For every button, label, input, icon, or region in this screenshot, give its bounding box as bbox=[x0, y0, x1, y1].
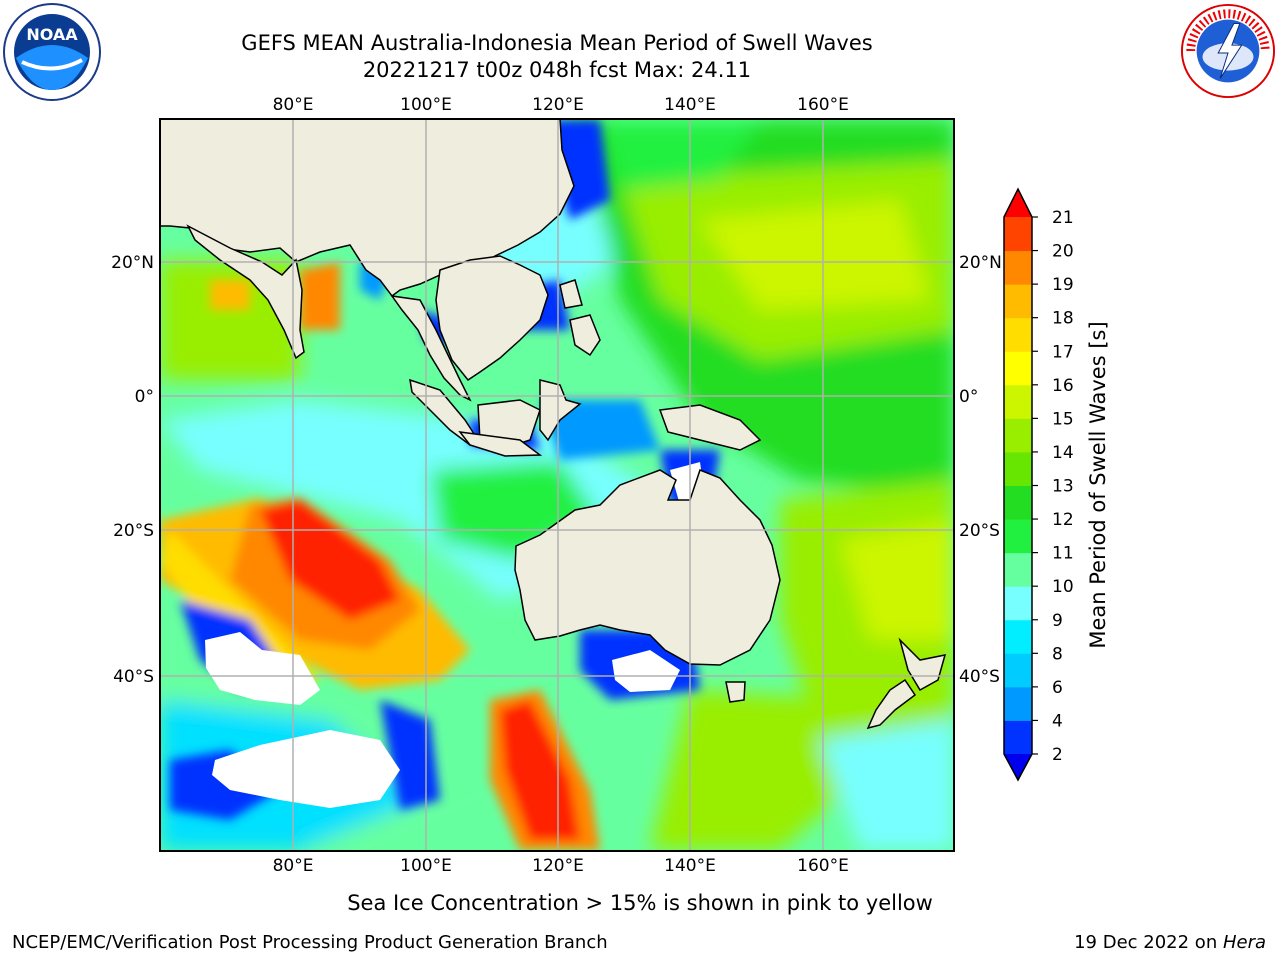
lon-tick-bottom: 140°E bbox=[664, 856, 716, 876]
lon-tick-bottom: 100°E bbox=[400, 856, 452, 876]
colorbar-tick-label: 18 bbox=[1052, 309, 1074, 329]
colorbar-under-arrow bbox=[1004, 754, 1032, 780]
lon-tick-top: 120°E bbox=[532, 95, 584, 115]
colorbar-label: Mean Period of Swell Waves [s] bbox=[1086, 321, 1110, 649]
lat-tick-right: 20°N bbox=[959, 253, 1002, 273]
svg-text:NOAA: NOAA bbox=[26, 25, 78, 44]
colorbar-segment bbox=[1004, 351, 1032, 386]
lat-tick-left: 20°S bbox=[113, 521, 154, 541]
credit-branch: NCEP/EMC/Verification Post Processing Pr… bbox=[12, 932, 608, 953]
colorbar-segment bbox=[1004, 653, 1032, 688]
colorbar-segment bbox=[1004, 384, 1032, 419]
lat-tick-left: 20°N bbox=[111, 253, 154, 273]
lon-tick-bottom: 120°E bbox=[532, 856, 584, 876]
colorbar-segment bbox=[1004, 552, 1032, 587]
colorbar-segment bbox=[1004, 418, 1032, 453]
colorbar-tick-label: 14 bbox=[1052, 443, 1074, 463]
colorbar-segment bbox=[1004, 686, 1032, 721]
lat-tick-left: 40°S bbox=[113, 667, 154, 687]
lon-tick-bottom: 80°E bbox=[273, 856, 314, 876]
colorbar-tick-label: 6 bbox=[1052, 678, 1063, 698]
colorbar: 2 4 6 8 9 10 11 12 13 14 15 16 17 18 19 20 21 bbox=[1003, 187, 1074, 782]
colorbar-tick-label: 15 bbox=[1052, 409, 1074, 429]
colorbar-segment bbox=[1004, 217, 1032, 252]
colorbar-segment bbox=[1004, 451, 1032, 486]
colorbar-tick-label: 4 bbox=[1052, 711, 1063, 731]
colorbar-over-arrow bbox=[1004, 189, 1032, 217]
colorbar-tick-label: 19 bbox=[1052, 275, 1074, 295]
footnote: Sea Ice Concentration > 15% is shown in … bbox=[347, 891, 933, 915]
colorbar-tick-label: 17 bbox=[1052, 342, 1074, 362]
colorbar-segment bbox=[1004, 619, 1032, 654]
chart-subtitle: 20221217 t00z 048h fcst Max: 24.11 bbox=[362, 58, 752, 82]
land bbox=[160, 119, 947, 730]
colorbar-tick-label: 16 bbox=[1052, 376, 1074, 396]
lat-tick-right: 20°S bbox=[959, 521, 1000, 541]
colorbar-segment bbox=[1004, 720, 1032, 755]
colorbar-tick-label: 8 bbox=[1052, 644, 1063, 664]
colorbar-tick-label: 2 bbox=[1052, 745, 1063, 765]
nws-logo bbox=[1180, 3, 1276, 99]
colorbar-tick-label: 11 bbox=[1052, 544, 1074, 564]
credit-date: 19 Dec 2022 on Hera bbox=[1074, 932, 1266, 953]
lon-tick-top: 80°E bbox=[273, 95, 314, 115]
colorbar-segment bbox=[1004, 485, 1032, 520]
lat-tick-right: 0° bbox=[959, 387, 978, 407]
lat-tick-right: 40°S bbox=[959, 667, 1000, 687]
lon-tick-top: 160°E bbox=[797, 95, 849, 115]
graticule bbox=[160, 119, 954, 851]
colorbar-tick-label: 12 bbox=[1052, 510, 1074, 530]
map-field bbox=[160, 119, 954, 851]
lon-tick-bottom: 160°E bbox=[797, 856, 849, 876]
map-frame bbox=[159, 118, 955, 852]
colorbar-tick-label: 10 bbox=[1052, 577, 1074, 597]
colorbar-segment bbox=[1004, 284, 1032, 319]
colorbar-segment bbox=[1004, 586, 1032, 621]
colorbar-tick-label: 9 bbox=[1052, 611, 1063, 631]
colorbar-tick-label: 13 bbox=[1052, 477, 1074, 497]
lat-tick-left: 0° bbox=[135, 387, 154, 407]
colorbar-segment bbox=[1004, 519, 1032, 554]
colorbar-segment bbox=[1004, 250, 1032, 285]
colorbar-tick-label: 20 bbox=[1052, 242, 1074, 262]
chart-title: GEFS MEAN Australia-Indonesia Mean Perio… bbox=[241, 31, 873, 55]
colorbar-segment bbox=[1004, 317, 1032, 352]
credit-date-text: 19 Dec 2022 on bbox=[1074, 932, 1223, 953]
credit-host: Hera bbox=[1222, 932, 1266, 953]
lon-tick-top: 140°E bbox=[664, 95, 716, 115]
noaa-logo: NOAA bbox=[3, 3, 101, 101]
lon-tick-top: 100°E bbox=[400, 95, 452, 115]
colorbar-tick-label: 21 bbox=[1052, 208, 1074, 228]
